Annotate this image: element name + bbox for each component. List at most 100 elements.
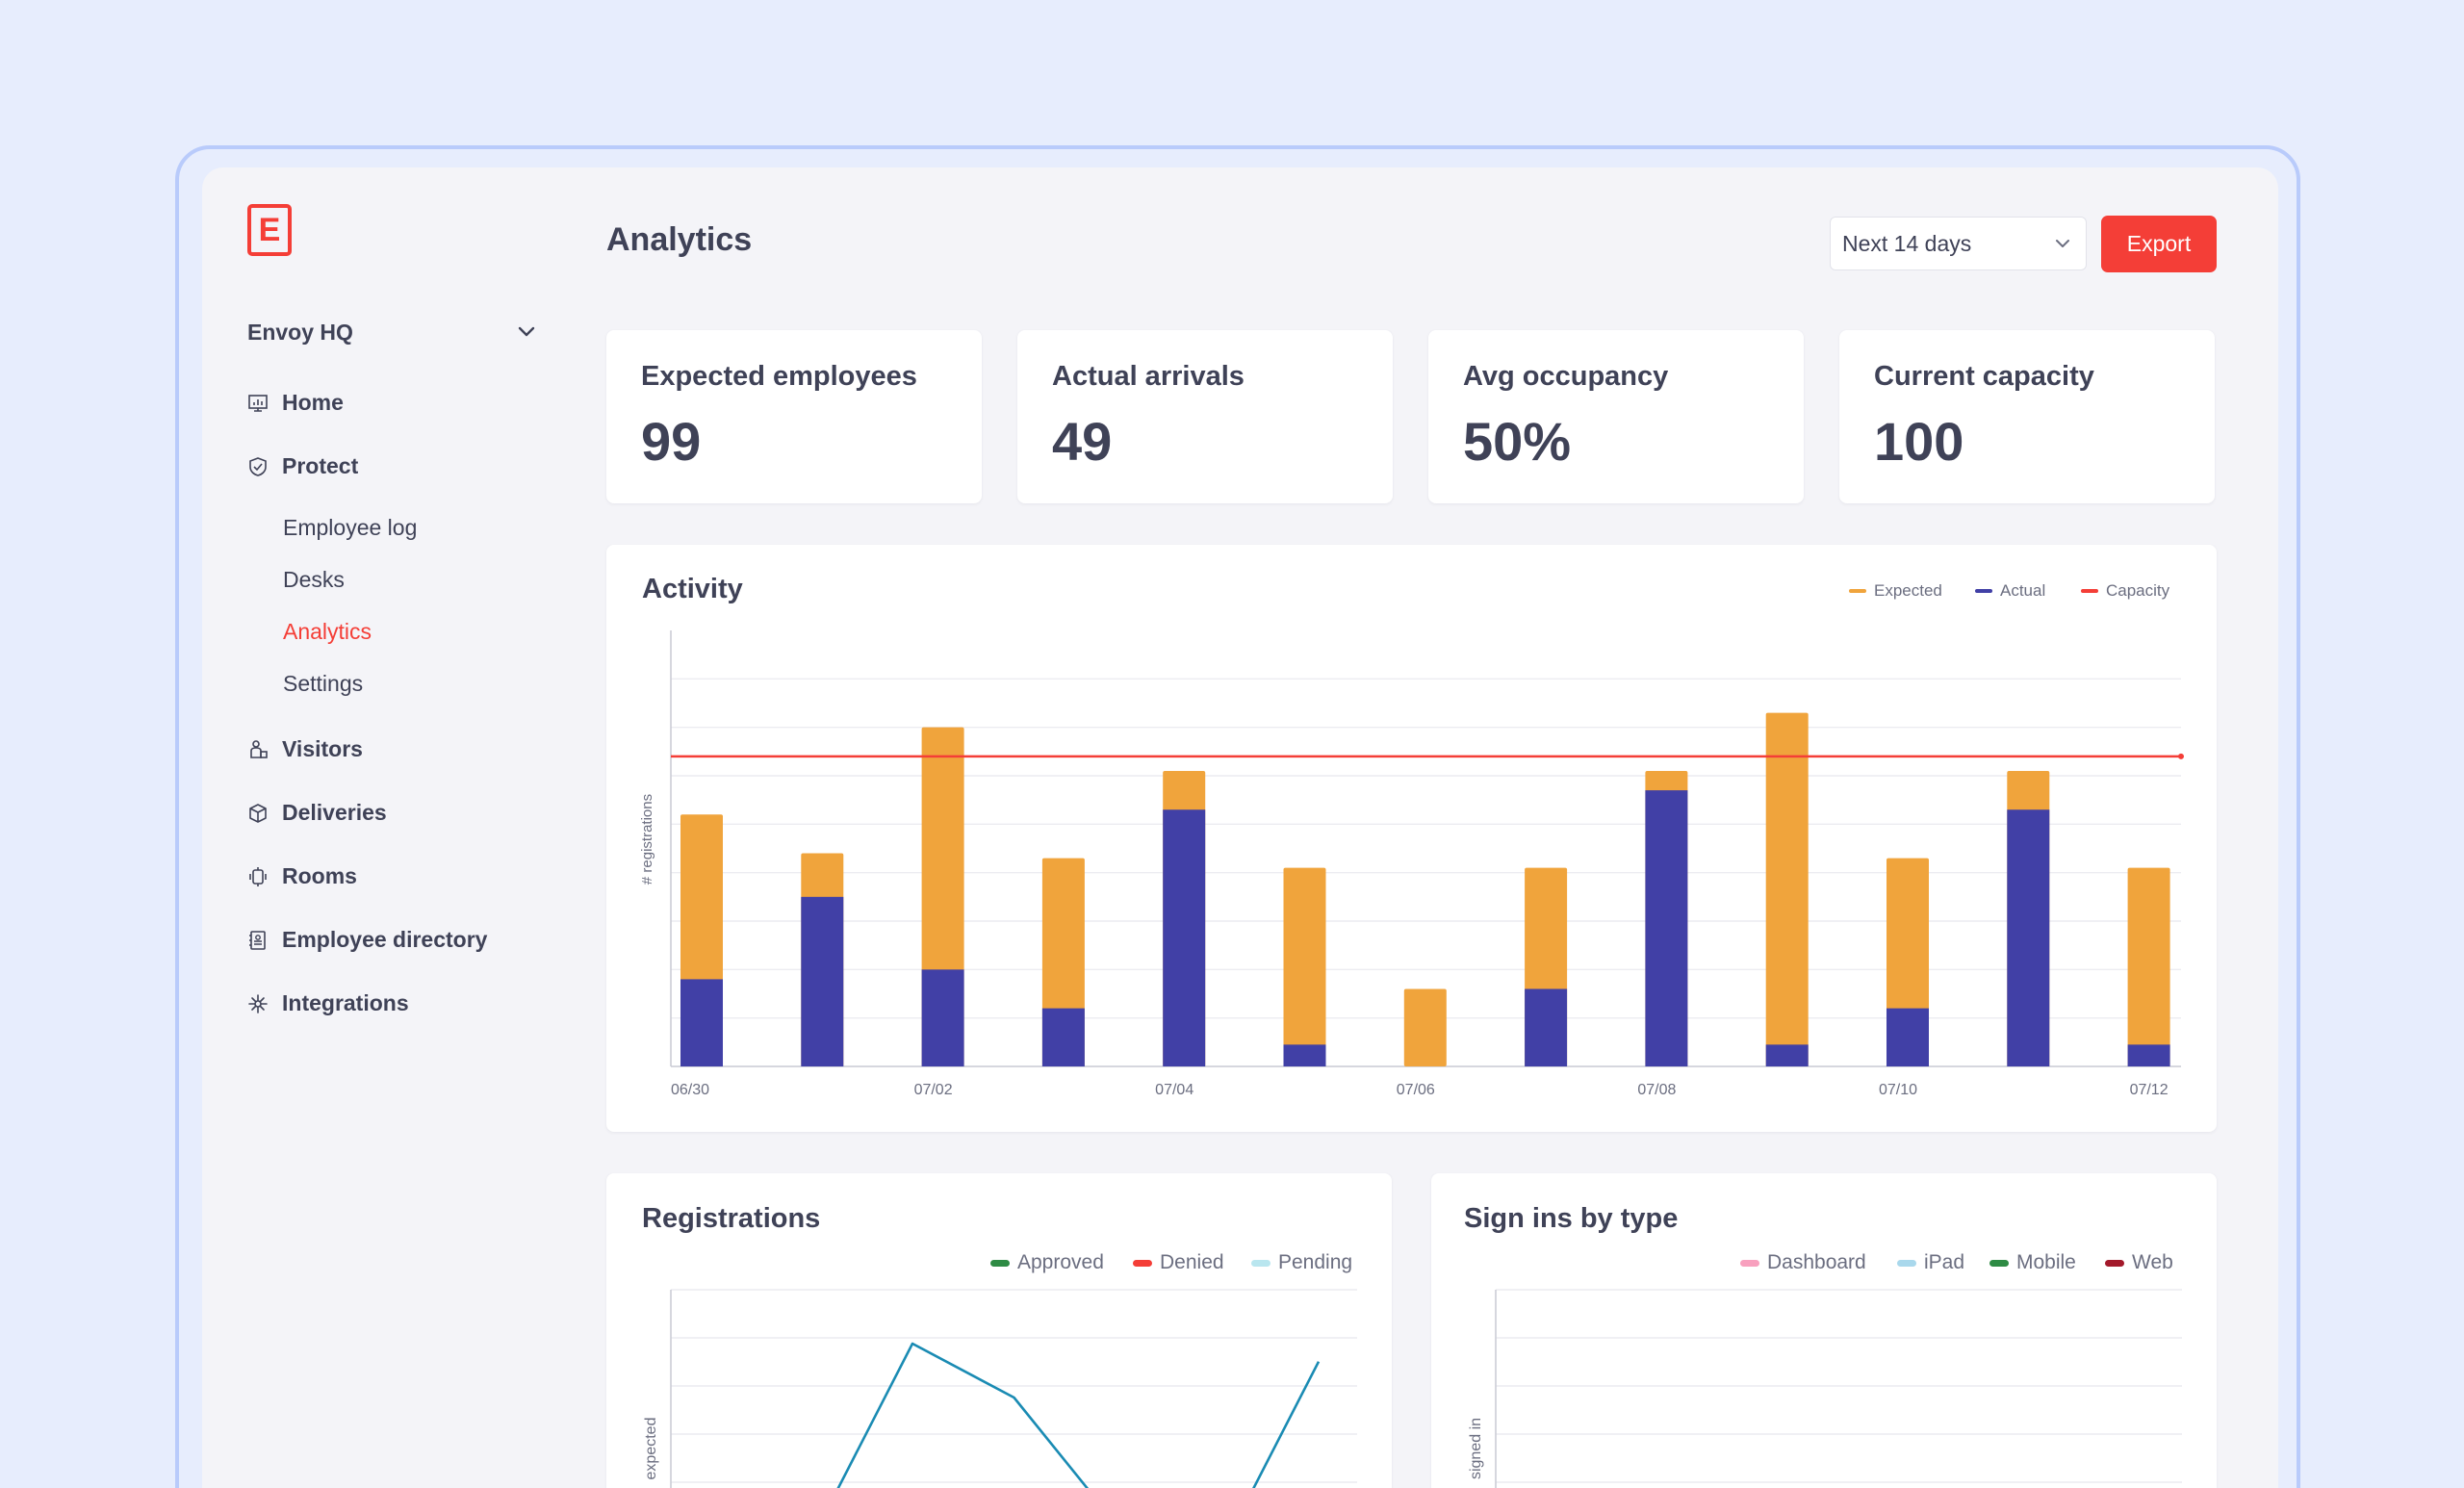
sidebar-item-label: Visitors [282, 736, 363, 761]
date-range-select[interactable]: Next 14 days [1830, 217, 2087, 270]
bar-actual [1163, 809, 1206, 1066]
legend-label: Mobile [2016, 1251, 2076, 1273]
kpi-label: Avg occupancy [1463, 361, 1669, 392]
package-icon [247, 803, 269, 824]
sidebar-item-label: Deliveries [282, 800, 387, 825]
activity-title: Activity [642, 574, 743, 604]
location-selector[interactable]: Envoy HQ [247, 318, 536, 346]
legend-dashboard[interactable]: Dashboard [1740, 1251, 1866, 1274]
sidebar-subitem-employee-log[interactable]: Employee log [283, 515, 418, 540]
kpi-card: Expected employees 99 [606, 330, 982, 503]
sidebar-item-label: Integrations [282, 990, 409, 1015]
legend-label: Pending [1278, 1251, 1353, 1273]
legend-mobile[interactable]: Mobile [1989, 1251, 2076, 1274]
legend-swatch [1251, 1259, 1270, 1267]
registrations-chart: expected [643, 1289, 1357, 1488]
bar-actual [1645, 790, 1688, 1066]
sidebar-item-protect[interactable]: Protect [247, 453, 358, 479]
sidebar-subitem-desks[interactable]: Desks [283, 567, 345, 592]
visitor-icon [247, 739, 269, 760]
kpi-value: 50% [1463, 411, 1572, 472]
legend-ipad[interactable]: iPad [1897, 1251, 1964, 1274]
x-tick-label: 07/12 [2130, 1082, 2169, 1097]
legend-label: iPad [1924, 1251, 1965, 1273]
date-range-value: Next 14 days [1842, 230, 1972, 256]
sidebar-item-rooms[interactable]: Rooms [247, 863, 357, 889]
kpi-value: 49 [1052, 411, 1113, 472]
sidebar-item-visitors[interactable]: Visitors [247, 736, 363, 762]
location-name: Envoy HQ [247, 319, 353, 345]
sidebar-item-label: Home [282, 390, 344, 415]
kpi-card: Avg occupancy 50% [1428, 330, 1804, 503]
sidebar-item-label: Employee directory [282, 927, 488, 952]
y-axis-label: signed in [1468, 1418, 1484, 1479]
legend-swatch [2105, 1259, 2124, 1267]
legend-label: Actual [2000, 581, 2046, 600]
bar-actual [2127, 1044, 2170, 1066]
bar-actual [1886, 1008, 1929, 1066]
kpi-label: Current capacity [1874, 361, 2094, 392]
envoy-logo[interactable]: E [247, 204, 292, 256]
chevron-down-icon [2056, 240, 2069, 247]
directory-icon [247, 930, 269, 951]
kpi-label: Actual arrivals [1052, 361, 1245, 392]
bar-actual [1765, 1044, 1809, 1066]
export-button[interactable]: Export [2101, 216, 2217, 272]
legend-expected[interactable]: Expected [1849, 581, 1942, 601]
bar-expected [1765, 712, 1809, 1066]
legend-swatch [1133, 1259, 1152, 1267]
legend-swatch [1849, 589, 1866, 593]
x-tick-label: 07/02 [914, 1082, 953, 1097]
dashboard-icon [247, 393, 269, 414]
kpi-value: 99 [641, 411, 702, 472]
bar-expected [2127, 867, 2170, 1066]
x-tick-label: 07/08 [1637, 1082, 1676, 1097]
legend-denied[interactable]: Denied [1133, 1251, 1224, 1274]
legend-label: Expected [1874, 581, 1942, 600]
sidebar-subitem-settings[interactable]: Settings [283, 671, 364, 696]
legend-capacity[interactable]: Capacity [2081, 581, 2169, 601]
legend-label: Web [2132, 1251, 2173, 1273]
bar-actual [2007, 809, 2050, 1066]
registrations-card [606, 1173, 1392, 1488]
kpi-value: 100 [1874, 411, 1964, 472]
kpi-card: Actual arrivals 49 [1017, 330, 1393, 503]
legend-label: Approved [1017, 1251, 1104, 1273]
sidebar-item-integrations[interactable]: Integrations [247, 990, 409, 1016]
bar-actual [1041, 1008, 1085, 1066]
legend-web[interactable]: Web [2105, 1251, 2173, 1274]
room-icon [247, 866, 269, 887]
bar-expected [1283, 867, 1326, 1066]
legend-actual[interactable]: Actual [1975, 581, 2045, 601]
sidebar-item-employee-directory[interactable]: Employee directory [247, 927, 487, 953]
legend-label: Dashboard [1767, 1251, 1866, 1273]
legend-swatch [1740, 1259, 1759, 1267]
legend-swatch [2081, 589, 2098, 593]
bar-actual [801, 896, 844, 1066]
legend-approved[interactable]: Approved [990, 1251, 1104, 1274]
legend-pending[interactable]: Pending [1251, 1251, 1352, 1274]
bar-actual [680, 979, 723, 1066]
bar-expected [1403, 988, 1447, 1066]
sidebar-item-deliveries[interactable]: Deliveries [247, 800, 387, 826]
window-frame [175, 145, 2300, 1488]
series-line [836, 1342, 1321, 1488]
sidebar-subitem-analytics[interactable]: Analytics [283, 619, 372, 644]
legend-label: Denied [1160, 1251, 1224, 1273]
chevron-down-icon [518, 326, 535, 337]
legend-swatch [1897, 1259, 1916, 1267]
kpi-card: Current capacity 100 [1839, 330, 2215, 503]
legend-swatch [990, 1259, 1010, 1267]
x-tick-label: 07/06 [1397, 1082, 1435, 1097]
legend-label: Capacity [2106, 581, 2170, 600]
x-tick-label: 06/30 [671, 1082, 709, 1097]
sidebar-item-home[interactable]: Home [247, 390, 344, 416]
legend-swatch [1989, 1259, 2009, 1267]
integrations-icon [247, 993, 269, 1014]
signins-card [1431, 1173, 2217, 1488]
y-axis-label: expected [643, 1418, 659, 1480]
capacity-marker [2178, 753, 2184, 759]
bar-actual [1283, 1044, 1326, 1066]
bar-actual [1525, 988, 1568, 1066]
bar-actual [921, 969, 964, 1066]
